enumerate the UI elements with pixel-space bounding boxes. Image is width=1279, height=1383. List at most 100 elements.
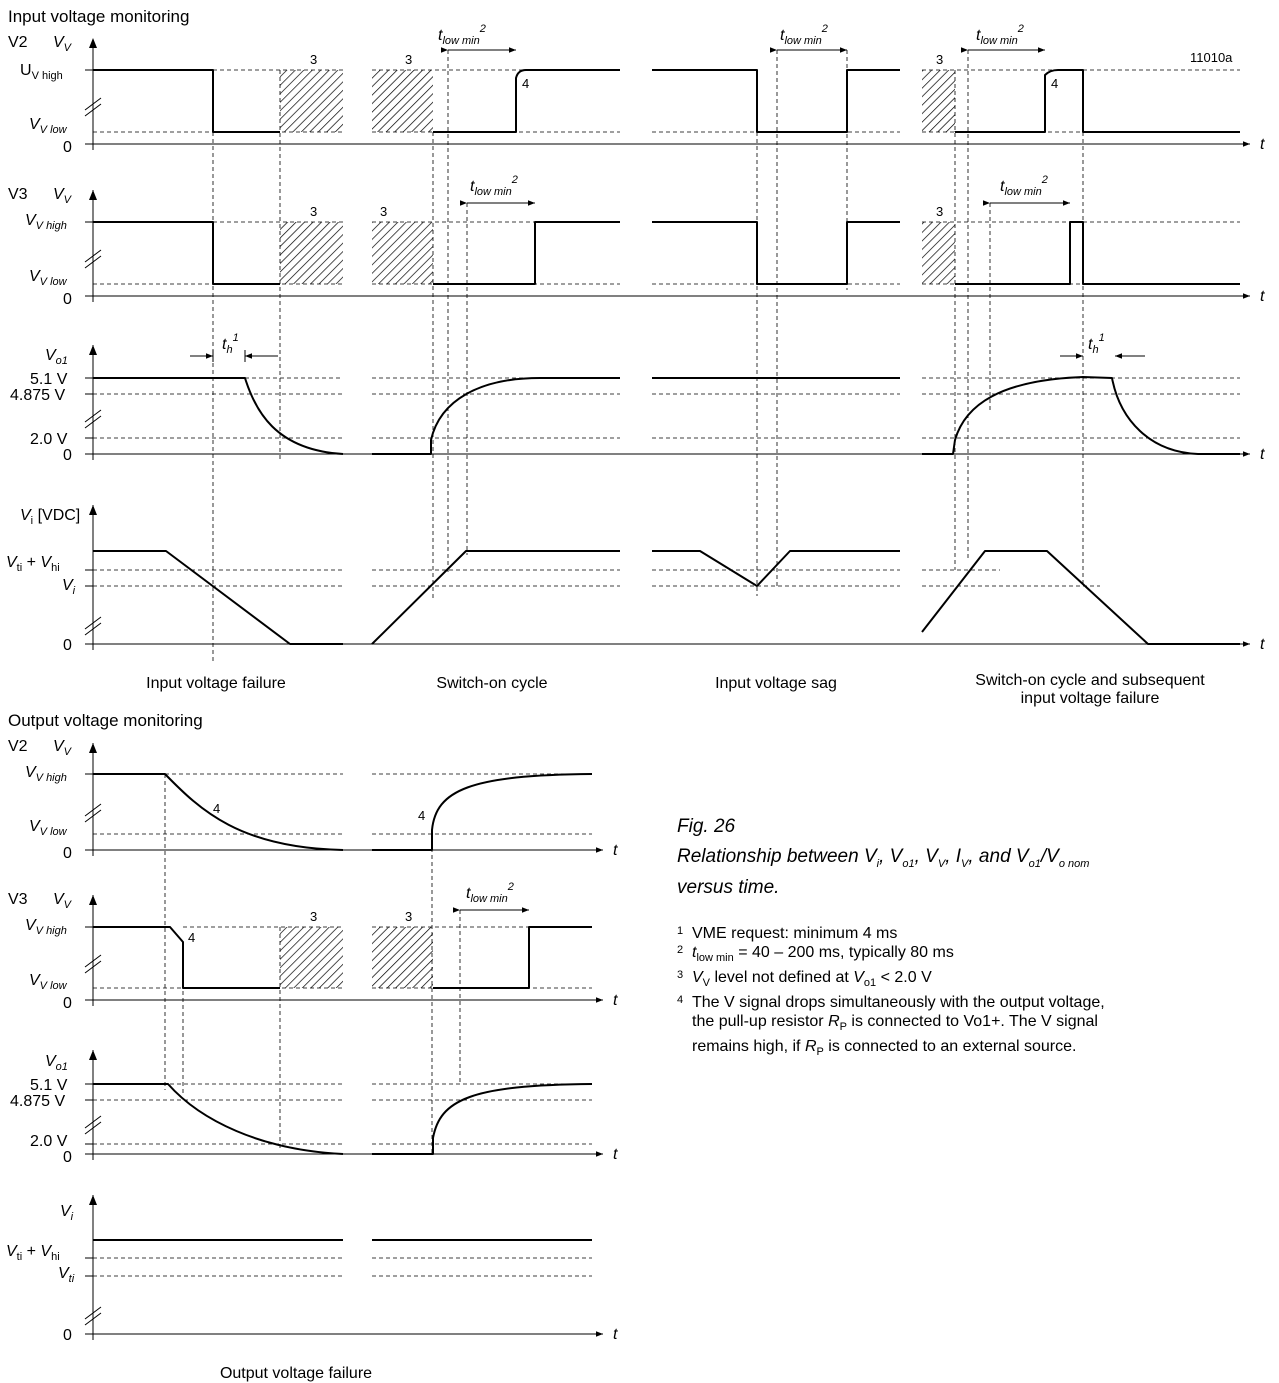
svg-text:V3: V3 bbox=[8, 186, 28, 203]
input-v3-signals bbox=[93, 221, 1240, 285]
footnote: 3 VV level not defined at Vo1 < 2.0 V bbox=[677, 968, 932, 990]
svg-text:3: 3 bbox=[310, 909, 317, 924]
output-vo1-signals bbox=[93, 1083, 593, 1155]
svg-text:4.875 V: 4.875 V bbox=[10, 1093, 65, 1110]
undefined-region bbox=[372, 222, 433, 284]
undefined-region bbox=[922, 70, 955, 132]
svg-text:VV low: VV low bbox=[29, 116, 68, 136]
svg-text:Vti + Vhi: Vti + Vhi bbox=[6, 1243, 60, 1263]
tlow-marker: tlow min2 tlow min2 tlow min2 bbox=[438, 23, 1045, 53]
svg-text:Vti + Vhi: Vti + Vhi bbox=[6, 554, 60, 574]
svg-text:tlow min2: tlow min2 bbox=[470, 174, 518, 198]
input-vi-axes: t bbox=[84, 505, 1265, 653]
svg-text:t: t bbox=[613, 842, 618, 859]
svg-text:0: 0 bbox=[63, 1327, 72, 1344]
svg-text:Vti: Vti bbox=[58, 1265, 75, 1285]
svg-text:tlow min2: tlow min2 bbox=[976, 23, 1024, 47]
svg-text:3: 3 bbox=[405, 909, 412, 924]
svg-text:Vi [VDC]: Vi [VDC] bbox=[20, 507, 80, 527]
svg-text:V3: V3 bbox=[8, 891, 28, 908]
svg-text:tlow min2: tlow min2 bbox=[780, 23, 828, 47]
svg-text:4: 4 bbox=[522, 76, 529, 91]
svg-text:VV: VV bbox=[53, 738, 73, 758]
footnote: 2 tlow min = 40 – 200 ms, typically 80 ms bbox=[677, 943, 954, 964]
svg-text:4: 4 bbox=[213, 801, 220, 816]
undefined-region bbox=[922, 222, 955, 284]
svg-text:tlow min2: tlow min2 bbox=[1000, 174, 1048, 198]
svg-text:3: 3 bbox=[380, 204, 387, 219]
label-input-voltage-failure: Input voltage failure bbox=[146, 675, 286, 692]
svg-text:4.875 V: 4.875 V bbox=[10, 387, 65, 404]
svg-text:VV low: VV low bbox=[29, 972, 68, 992]
svg-text:5.1 V: 5.1 V bbox=[30, 1077, 68, 1094]
svg-text:V2: V2 bbox=[8, 738, 28, 755]
svg-text:0: 0 bbox=[63, 291, 72, 308]
label-switch-on-cycle: Switch-on cycle bbox=[436, 675, 547, 692]
svg-text:4: 4 bbox=[188, 930, 195, 945]
svg-text:3: 3 bbox=[405, 52, 412, 67]
figure-description: Relationship between Vi, Vo1, VV, IV, an… bbox=[677, 846, 1090, 898]
undefined-region bbox=[372, 927, 433, 988]
svg-text:t: t bbox=[1260, 446, 1265, 463]
svg-text:VV high: VV high bbox=[25, 212, 67, 232]
footnote: 4 The V signal drops simultaneously with … bbox=[677, 994, 1105, 1059]
svg-text:t: t bbox=[1260, 636, 1265, 653]
output-time-markers bbox=[164, 774, 461, 1154]
undefined-region bbox=[280, 70, 343, 132]
output-section-title: Output voltage monitoring bbox=[8, 711, 203, 730]
footnotes: 1 VME request: minimum 4 ms 2 tlow min = 4… bbox=[677, 924, 1277, 1063]
input-v2-signals bbox=[93, 69, 1240, 133]
svg-text:t: t bbox=[613, 992, 618, 1009]
label-output-voltage-failure: Output voltage failure bbox=[220, 1365, 372, 1382]
svg-text:0: 0 bbox=[63, 139, 72, 156]
svg-text:UV high: UV high bbox=[20, 62, 63, 82]
undefined-region bbox=[372, 70, 433, 132]
output-v3-axes: t bbox=[84, 895, 618, 1009]
svg-text:2.0 V: 2.0 V bbox=[30, 1133, 68, 1150]
svg-text:t: t bbox=[613, 1326, 618, 1343]
svg-text:VV: VV bbox=[53, 891, 73, 911]
svg-text:0: 0 bbox=[63, 845, 72, 862]
svg-text:3: 3 bbox=[936, 52, 943, 67]
input-v2-axes: t bbox=[84, 38, 1265, 153]
svg-text:VV: VV bbox=[53, 34, 73, 54]
svg-text:5.1 V: 5.1 V bbox=[30, 371, 68, 388]
svg-text:VV low: VV low bbox=[29, 268, 68, 288]
output-vi-axes: t bbox=[84, 1195, 618, 1343]
figure-id: 11010a bbox=[1190, 50, 1233, 65]
svg-text:4: 4 bbox=[418, 808, 425, 823]
svg-text:th1: th1 bbox=[1088, 332, 1105, 356]
label-switch-on-and-failure-1: Switch-on cycle and subsequent bbox=[975, 672, 1205, 689]
svg-text:3: 3 bbox=[310, 52, 317, 67]
input-vi-signals bbox=[93, 550, 1240, 645]
footnote: 1 VME request: minimum 4 ms bbox=[677, 924, 898, 942]
svg-text:0: 0 bbox=[63, 1149, 72, 1166]
svg-text:2.0 V: 2.0 V bbox=[30, 431, 68, 448]
th-marker: th1 th1 bbox=[190, 332, 1145, 362]
svg-text:tlow min2: tlow min2 bbox=[438, 23, 486, 47]
input-section-title: Input voltage monitoring bbox=[8, 7, 189, 26]
output-vo1-axes: t bbox=[84, 1050, 618, 1163]
svg-text:Vo1: Vo1 bbox=[45, 1053, 68, 1073]
svg-text:3: 3 bbox=[310, 204, 317, 219]
svg-text:3: 3 bbox=[936, 204, 943, 219]
label-input-voltage-sag: Input voltage sag bbox=[715, 675, 837, 692]
svg-text:Vi: Vi bbox=[60, 1203, 74, 1223]
svg-text:VV high: VV high bbox=[25, 917, 67, 937]
input-v3-axes: t bbox=[84, 190, 1265, 305]
svg-text:t: t bbox=[1260, 136, 1265, 153]
input-vo1-signals bbox=[93, 376, 1240, 455]
svg-text:Vo1: Vo1 bbox=[45, 347, 68, 367]
svg-text:th1: th1 bbox=[222, 332, 239, 356]
svg-text:VV high: VV high bbox=[25, 764, 67, 784]
undefined-region bbox=[280, 927, 343, 988]
figure-number: Fig. 26 bbox=[677, 816, 736, 837]
svg-text:0: 0 bbox=[63, 447, 72, 464]
input-vo1-axes: t bbox=[84, 345, 1265, 463]
undefined-region bbox=[280, 222, 343, 284]
output-v2-axes: t bbox=[84, 743, 618, 859]
svg-text:tlow min2: tlow min2 bbox=[466, 881, 514, 905]
svg-text:t: t bbox=[613, 1146, 618, 1163]
input-time-markers bbox=[212, 50, 1084, 664]
